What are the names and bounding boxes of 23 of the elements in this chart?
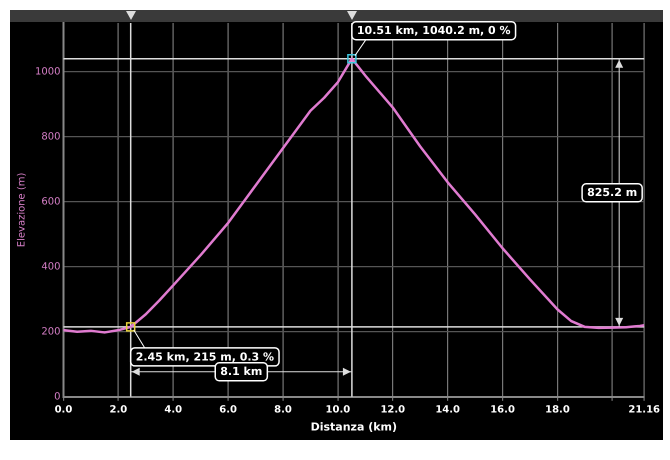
x-tick-label: 6.0 [219,404,238,416]
x-axis-title: Distanza (km) [310,420,398,434]
x-tick-label: 18.0 [545,404,570,416]
x-tick-label: 21.16 [628,404,660,416]
x-tick-label: 0.0 [54,404,72,416]
y-tick-label: 200 [41,326,60,338]
annotation: 10.51 km, 1040.2 m, 0 % [356,24,511,38]
x-tick-label: 4.0 [164,404,182,416]
y-tick-label: 1000 [34,66,60,78]
annotation: 2.45 km, 215 m, 0.3 % [136,350,274,364]
y-tick-label: 400 [41,261,60,272]
y-tick-label: 800 [41,131,60,142]
annotation: 825.2 m [587,186,638,200]
x-tick-label: 12.0 [380,404,406,416]
x-tick-label: 8.0 [274,404,292,416]
x-tick-label: 14.0 [435,404,460,416]
annotation: 8.1 km [220,365,262,378]
x-tick-label: 2.0 [109,404,128,416]
x-tick-label: 16.0 [490,404,515,416]
y-tick-label: 600 [41,196,60,208]
y-tick-label: 0 [54,391,60,402]
x-tick-label: 10.0 [326,404,350,416]
y-axis-title: Elevazione (m) [16,172,28,248]
